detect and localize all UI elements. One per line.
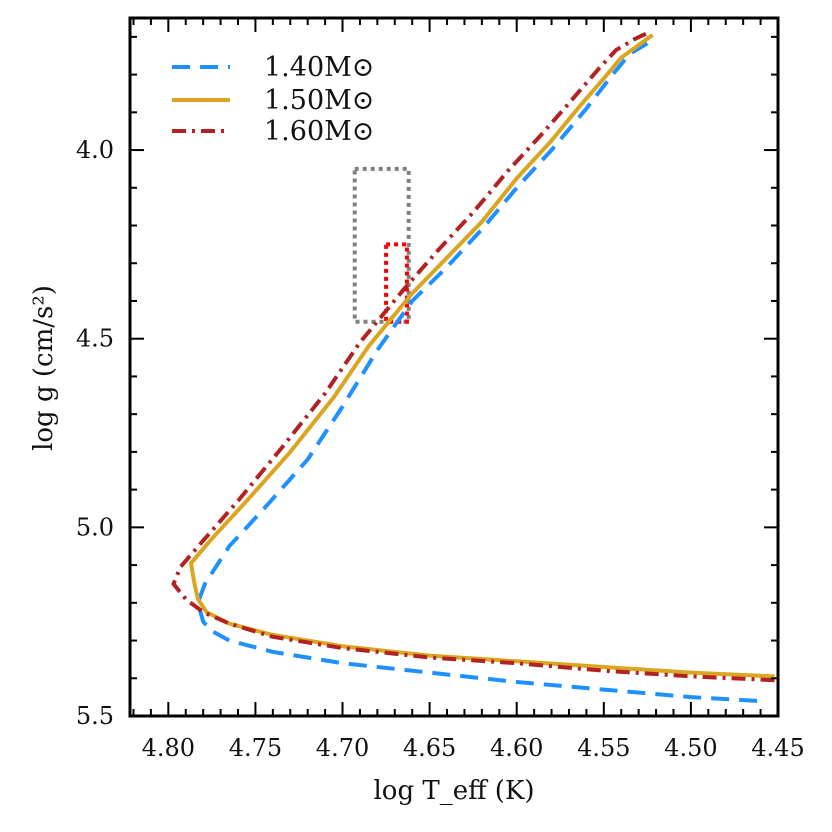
series-line-3 bbox=[171, 31, 775, 683]
highlight-box-2 bbox=[384, 242, 409, 324]
annotation-layer bbox=[352, 166, 411, 324]
x-tick-label: 4.80 bbox=[142, 734, 195, 762]
x-tick-label: 4.50 bbox=[664, 734, 717, 762]
y-tick-label: 5.5 bbox=[76, 702, 114, 730]
x-tick-label: 4.65 bbox=[403, 734, 456, 762]
legend-label-series-1: 1.40M⊙ bbox=[264, 52, 374, 83]
legend-label-series-3: 1.60M⊙ bbox=[264, 116, 374, 147]
series-line-2 bbox=[189, 33, 775, 679]
y-tick-label: 5.0 bbox=[76, 513, 114, 541]
x-tick-label: 4.45 bbox=[751, 734, 804, 762]
series-line-1 bbox=[195, 38, 758, 703]
y-tick-label: 4.5 bbox=[76, 325, 114, 353]
x-tick-label: 4.70 bbox=[316, 734, 369, 762]
legend: 1.40M⊙ 1.50M⊙ 1.60M⊙ bbox=[172, 52, 374, 147]
y-tick-label: 4.0 bbox=[76, 136, 114, 164]
x-tick-label: 4.75 bbox=[229, 734, 282, 762]
y-axis-label: log g (cm/s²) bbox=[29, 285, 59, 451]
plot-frame bbox=[128, 16, 780, 718]
series-layer bbox=[171, 31, 775, 703]
legend-label-series-2: 1.50M⊙ bbox=[264, 85, 374, 116]
x-axis-label: log T_eff (K) bbox=[373, 776, 534, 806]
highlight-box-1 bbox=[352, 166, 411, 324]
x-tick-label: 4.55 bbox=[577, 734, 630, 762]
x-tick-label: 4.60 bbox=[490, 734, 543, 762]
